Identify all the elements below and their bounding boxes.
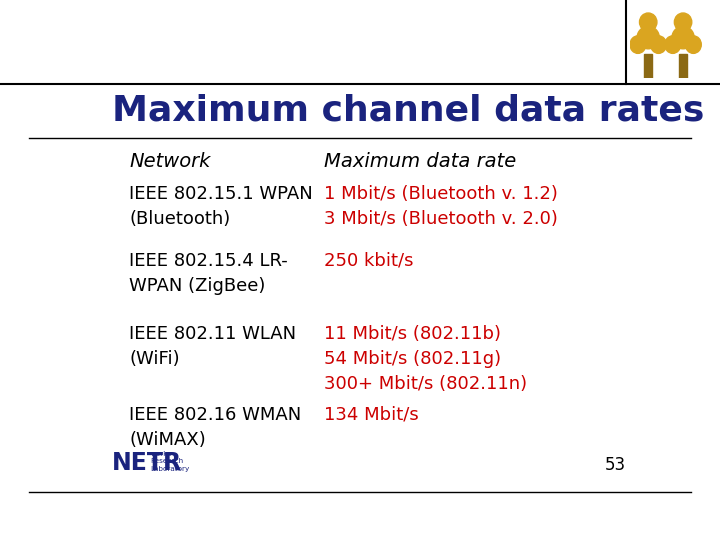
Text: IEEE 802.15.1 WPAN
(Bluetooth): IEEE 802.15.1 WPAN (Bluetooth) — [129, 185, 312, 228]
Ellipse shape — [637, 26, 660, 49]
Polygon shape — [679, 54, 687, 78]
Text: Maximum data rate: Maximum data rate — [324, 152, 517, 171]
Text: IEEE 802.16 WMAN
(WiMAX): IEEE 802.16 WMAN (WiMAX) — [129, 406, 301, 449]
Text: 11 Mbit/s (802.11b)
54 Mbit/s (802.11g)
300+ Mbit/s (802.11n): 11 Mbit/s (802.11b) 54 Mbit/s (802.11g) … — [324, 325, 528, 393]
Text: 134 Mbit/s: 134 Mbit/s — [324, 406, 419, 424]
Ellipse shape — [672, 26, 694, 49]
Ellipse shape — [685, 36, 701, 53]
Text: Maximum channel data rates: Maximum channel data rates — [112, 94, 705, 128]
Ellipse shape — [651, 36, 667, 53]
Text: 1 Mbit/s (Bluetooth v. 1.2)
3 Mbit/s (Bluetooth v. 2.0): 1 Mbit/s (Bluetooth v. 1.2) 3 Mbit/s (Bl… — [324, 185, 558, 228]
Ellipse shape — [675, 13, 692, 31]
Text: 53: 53 — [605, 456, 626, 474]
Text: works
Research
Laboratory: works Research Laboratory — [150, 451, 189, 471]
Polygon shape — [644, 54, 652, 78]
Ellipse shape — [639, 13, 657, 31]
Ellipse shape — [630, 36, 646, 53]
Text: Network: Network — [129, 152, 210, 171]
Text: NETR: NETR — [112, 451, 182, 475]
Text: IEEE 802.11 WLAN
(WiFi): IEEE 802.11 WLAN (WiFi) — [129, 325, 296, 368]
Text: IEEE 802.15.4 LR-
WPAN (ZigBee): IEEE 802.15.4 LR- WPAN (ZigBee) — [129, 252, 288, 295]
Ellipse shape — [665, 36, 680, 53]
Text: 250 kbit/s: 250 kbit/s — [324, 252, 414, 270]
